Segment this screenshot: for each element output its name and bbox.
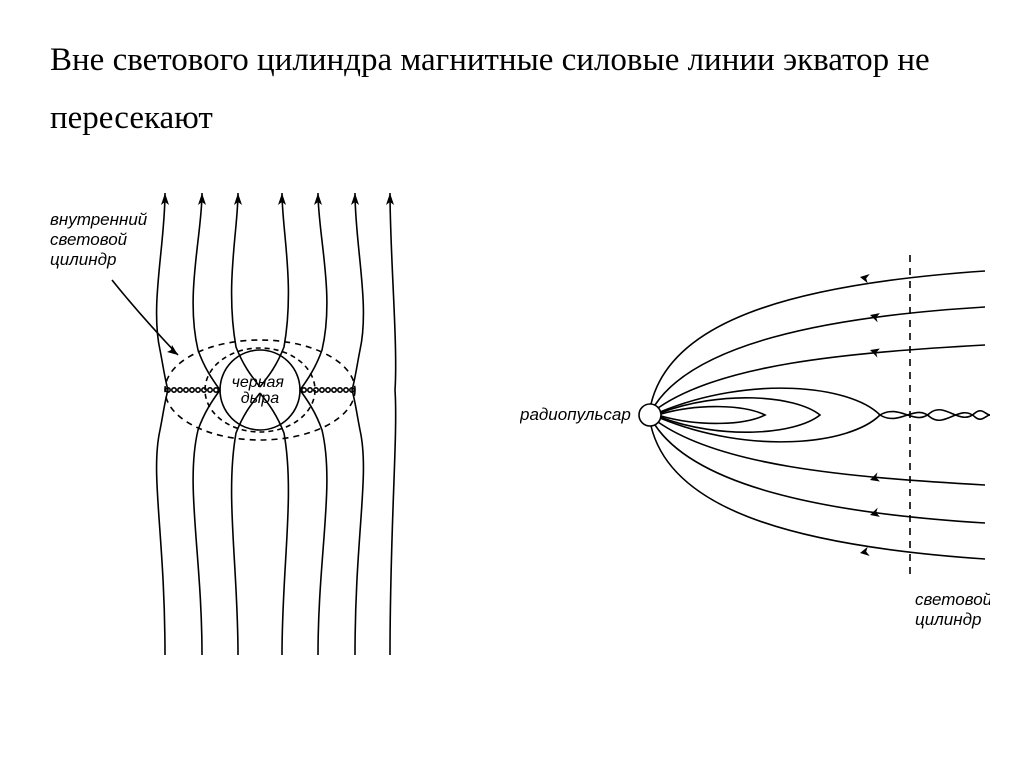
radiopulsar-label: радиопульсар <box>520 405 631 424</box>
inner-cylinder-label: внутренний световой цилиндр <box>50 210 152 269</box>
black-hole-diagram: внутренний световой цилиндр черная дыра <box>50 175 430 655</box>
arrowheads-top <box>161 193 394 205</box>
diagram-container: внутренний световой цилиндр черная дыра <box>0 175 1024 675</box>
title-text: Вне светового цилиндра магнитные силовые… <box>50 42 930 136</box>
closed-field-loops <box>660 388 880 442</box>
twisted-equator-line <box>880 410 990 421</box>
light-cylinder-label: световой цилиндр <box>915 590 990 629</box>
open-field-lines <box>651 271 985 559</box>
page-title: Вне светового цилиндра магнитные силовые… <box>50 32 950 148</box>
pointer-arrowhead <box>167 345 178 355</box>
label-pointer-arrow <box>112 280 178 355</box>
radiopulsar-diagram: радиопульсар световой цилиндр <box>520 235 990 615</box>
